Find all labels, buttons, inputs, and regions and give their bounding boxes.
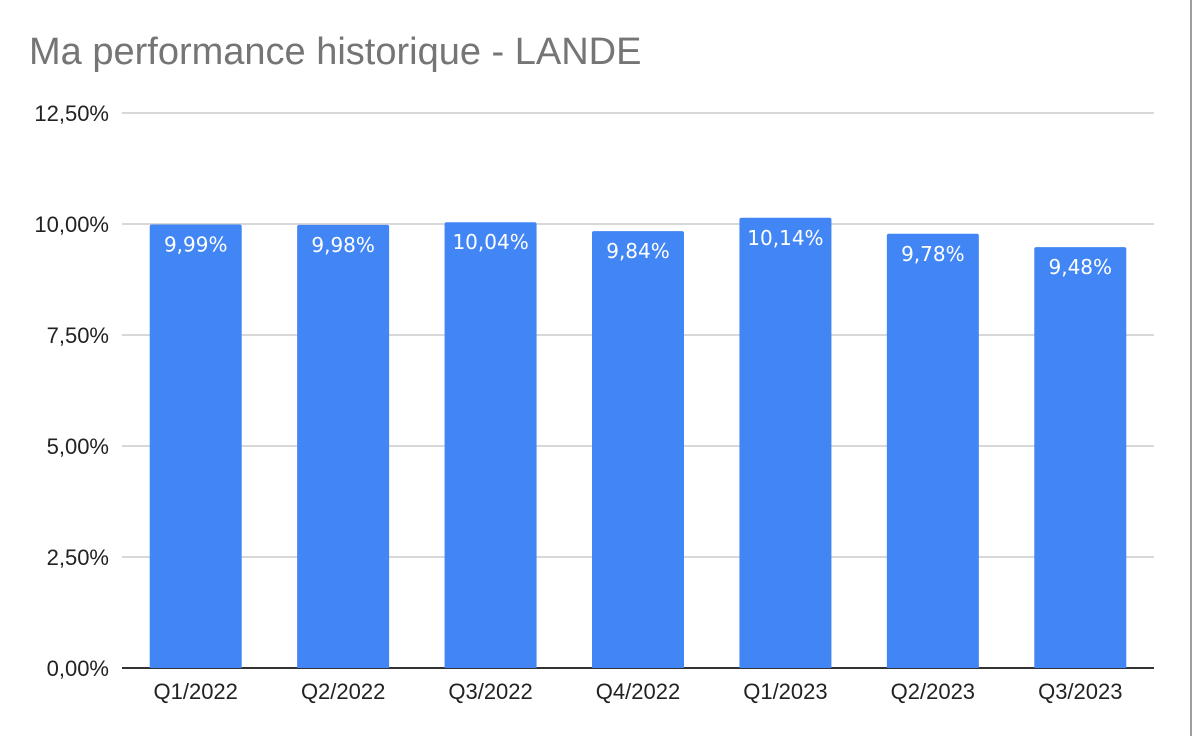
y-tick-label: 2,50%: [47, 545, 109, 570]
y-tick-label: 7,50%: [47, 323, 109, 348]
bar[interactable]: [297, 224, 390, 668]
y-tick-label: 12,50%: [34, 101, 109, 126]
bars: 9,99% 9,98% 10,04% 9,84% 10,14% 9,78% 9,48%: [149, 217, 1127, 668]
bar-data-label: 9,98%: [311, 233, 375, 257]
y-tick-label: 10,00%: [34, 212, 109, 237]
x-tick-label: Q4/2022: [596, 679, 680, 704]
chart-title: Ma performance historique - LANDE: [29, 31, 642, 73]
frame-edge: [1190, 0, 1192, 736]
x-tick-label: Q2/2023: [891, 679, 975, 704]
x-tick-label: Q1/2023: [743, 679, 827, 704]
x-tick-label: Q1/2022: [154, 679, 238, 704]
bar[interactable]: [739, 217, 832, 668]
bar-data-label: 9,78%: [901, 242, 965, 266]
bar-data-label: 10,04%: [452, 230, 528, 254]
bar-data-label: 9,99%: [164, 232, 228, 256]
y-tick-label: 5,00%: [47, 434, 109, 459]
bar-data-label: 9,48%: [1049, 255, 1113, 279]
bar-data-label: 10,14%: [747, 226, 823, 250]
bar[interactable]: [592, 231, 684, 668]
y-tick-label: 0,00%: [47, 656, 109, 681]
x-tick-label: Q2/2022: [301, 679, 385, 704]
bar[interactable]: [444, 222, 537, 668]
bar-data-label: 9,84%: [606, 239, 670, 263]
y-axis-tick-labels: 0,00% 2,50% 5,00% 7,50% 10,00% 12,50%: [34, 101, 109, 681]
x-tick-label: Q3/2022: [448, 679, 532, 704]
bar[interactable]: [1034, 247, 1127, 668]
bar[interactable]: [886, 233, 979, 668]
x-axis-tick-labels: Q1/2022 Q2/2022 Q3/2022 Q4/2022 Q1/2023 Q2/20…: [154, 679, 1123, 704]
x-tick-label: Q3/2023: [1038, 679, 1122, 704]
bar[interactable]: [149, 224, 242, 668]
